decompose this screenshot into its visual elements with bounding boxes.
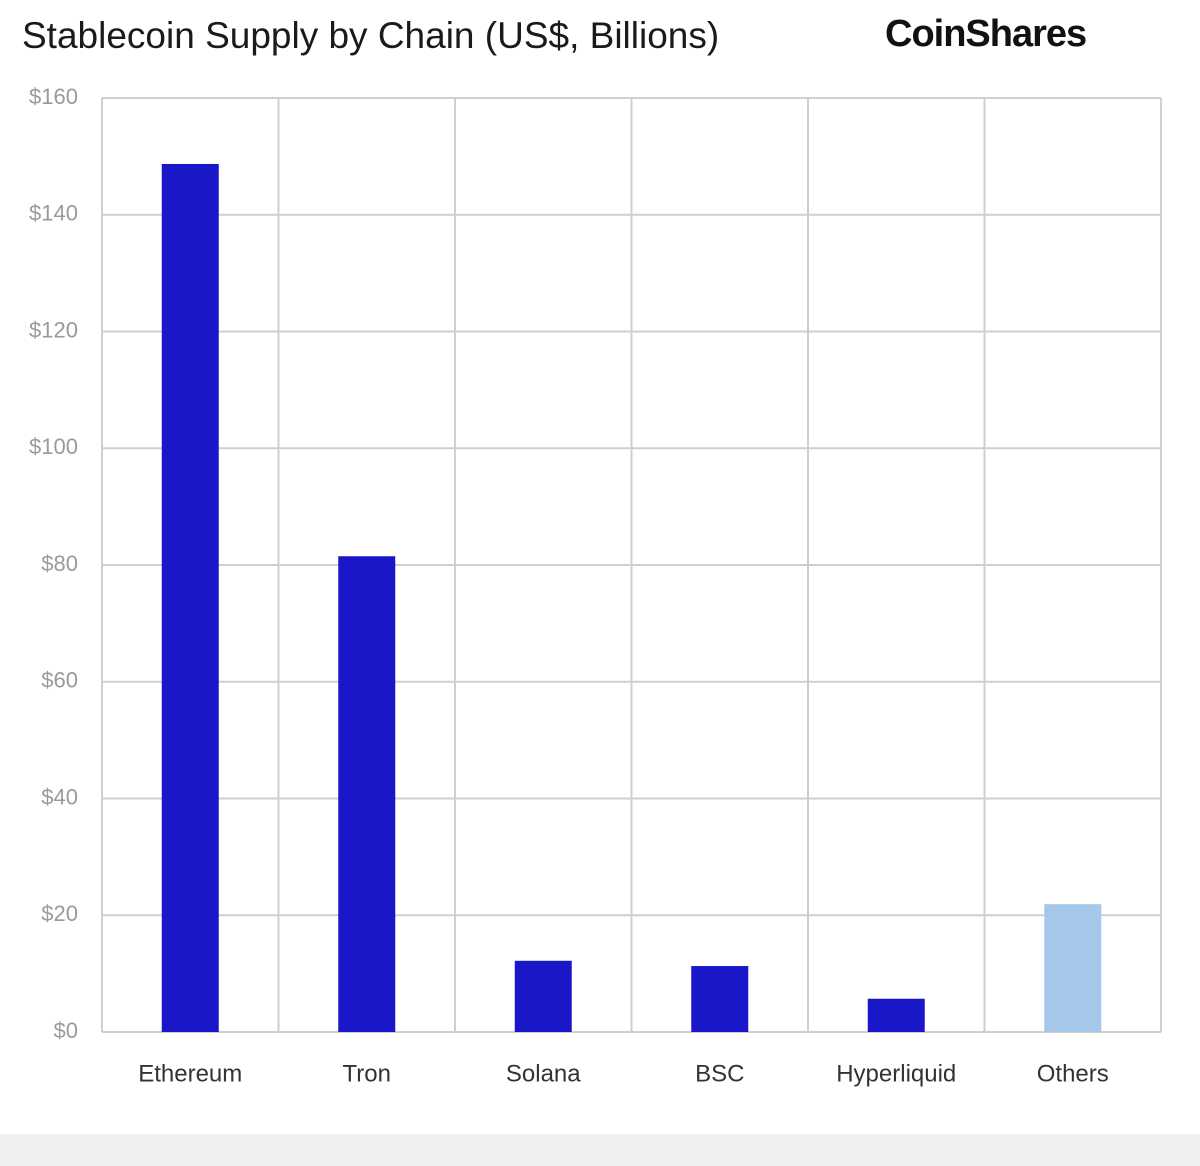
bar: [691, 966, 749, 1032]
y-tick-label: $60: [41, 668, 78, 693]
y-tick-label: $0: [54, 1018, 78, 1043]
x-tick-label: Ethereum: [138, 1060, 242, 1087]
bar: [338, 556, 396, 1032]
x-tick-label: Tron: [343, 1060, 391, 1087]
chart-title: Stablecoin Supply by Chain (US$, Billion…: [22, 15, 719, 56]
bar: [867, 998, 925, 1032]
y-tick-label: $140: [29, 201, 78, 226]
brand-logo: CoinShares: [885, 13, 1086, 55]
x-tick-label: Others: [1037, 1060, 1109, 1087]
x-tick-label: Hyperliquid: [836, 1060, 956, 1087]
bar: [514, 960, 572, 1032]
y-tick-label: $20: [41, 901, 78, 926]
footer-band: [0, 1134, 1200, 1166]
bar: [161, 163, 219, 1032]
y-tick-label: $40: [41, 784, 78, 809]
bar: [1044, 904, 1102, 1032]
y-tick-label: $100: [29, 434, 78, 459]
x-tick-label: BSC: [695, 1060, 744, 1087]
y-tick-label: $160: [29, 84, 78, 109]
y-tick-label: $120: [29, 317, 78, 342]
x-tick-label: Solana: [506, 1060, 581, 1087]
y-tick-label: $80: [41, 551, 78, 576]
